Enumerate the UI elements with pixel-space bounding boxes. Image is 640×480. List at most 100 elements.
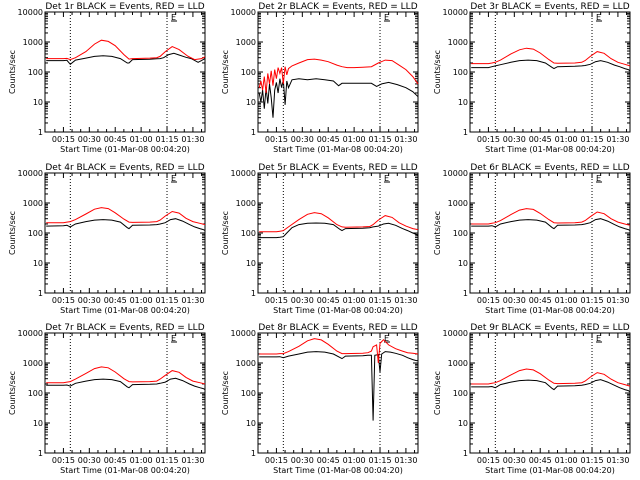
y-tick-label: 1 xyxy=(463,449,468,458)
y-tick-label: 10000 xyxy=(231,329,256,338)
events-series-line xyxy=(259,222,419,239)
y-tick-label: 1000 xyxy=(448,199,468,208)
panel-title: Det 7r BLACK = Events, RED = LLD xyxy=(45,323,204,333)
lld-series-line xyxy=(258,58,419,94)
x-axis-label: Start Time (01-Mar-08 00:04:20) xyxy=(485,145,615,154)
y-tick-label: 100 xyxy=(28,68,43,77)
y-tick-label: 1000 xyxy=(448,38,468,47)
y-tick-label: 10 xyxy=(246,419,256,428)
x-tick-label: 01:30 xyxy=(394,135,417,144)
x-tick-label: 01:15 xyxy=(155,296,178,305)
y-tick-label: 1 xyxy=(463,128,468,137)
y-tick-label: 10000 xyxy=(443,329,468,338)
event-marker-label: E xyxy=(596,334,601,343)
x-tick-label: 00:45 xyxy=(317,456,340,465)
event-marker-label: E xyxy=(171,13,176,22)
events-series-line xyxy=(471,379,631,393)
x-tick-label: 00:45 xyxy=(529,135,552,144)
y-tick-label: 1000 xyxy=(236,38,256,47)
y-tick-label: 1000 xyxy=(23,38,43,47)
panel-title: Det 8r BLACK = Events, RED = LLD xyxy=(258,323,417,333)
x-tick-label: 01:15 xyxy=(368,296,391,305)
x-tick-label: 01:15 xyxy=(580,456,603,465)
y-tick-label: 10 xyxy=(33,259,43,268)
x-tick-label: 00:30 xyxy=(503,135,526,144)
lld-series-line xyxy=(259,338,419,364)
panel-title: Det 5r BLACK = Events, RED = LLD xyxy=(258,163,417,173)
y-tick-label: 10 xyxy=(33,98,43,107)
x-tick-label: 00:30 xyxy=(78,456,101,465)
y-axis-label: Counts/sec xyxy=(433,50,442,94)
x-tick-label: 00:15 xyxy=(477,135,500,144)
y-tick-label: 100 xyxy=(28,229,43,238)
x-axis-label: Start Time (01-Mar-08 00:04:20) xyxy=(273,306,403,315)
x-axis-label: Start Time (01-Mar-08 00:04:20) xyxy=(60,306,190,315)
y-tick-label: 10 xyxy=(246,98,256,107)
y-tick-label: 1000 xyxy=(23,359,43,368)
lld-series-line xyxy=(471,208,631,226)
panel-title: Det 3r BLACK = Events, RED = LLD xyxy=(470,2,629,12)
x-tick-label: 01:30 xyxy=(606,135,629,144)
x-axis-label: Start Time (01-Mar-08 00:04:20) xyxy=(273,466,403,475)
x-tick-label: 01:15 xyxy=(155,456,178,465)
y-tick-label: 10000 xyxy=(231,8,256,17)
x-tick-label: 00:30 xyxy=(78,135,101,144)
y-tick-label: 10 xyxy=(458,259,468,268)
y-tick-label: 100 xyxy=(241,389,256,398)
x-tick-label: 01:30 xyxy=(606,456,629,465)
event-marker-label: E xyxy=(171,334,176,343)
x-tick-label: 00:15 xyxy=(265,296,288,305)
y-tick-label: 1 xyxy=(463,289,468,298)
y-tick-label: 10 xyxy=(458,98,468,107)
x-tick-label: 01:00 xyxy=(555,135,578,144)
y-axis-label: Counts/sec xyxy=(433,371,442,415)
x-tick-label: 00:45 xyxy=(529,456,552,465)
panel-title: Det 4r BLACK = Events, RED = LLD xyxy=(45,163,204,173)
x-tick-label: 00:15 xyxy=(52,135,75,144)
y-tick-label: 10000 xyxy=(231,169,256,178)
x-tick-label: 01:15 xyxy=(580,135,603,144)
panel-title: Det 6r BLACK = Events, RED = LLD xyxy=(470,163,629,173)
x-tick-label: 00:15 xyxy=(477,456,500,465)
x-tick-label: 00:30 xyxy=(503,296,526,305)
x-tick-label: 01:00 xyxy=(130,296,153,305)
y-tick-label: 1000 xyxy=(236,199,256,208)
x-tick-label: 01:30 xyxy=(394,296,417,305)
y-tick-label: 100 xyxy=(453,229,468,238)
x-axis-label: Start Time (01-Mar-08 00:04:20) xyxy=(485,306,615,315)
events-series-line xyxy=(471,218,631,232)
x-axis-label: Start Time (01-Mar-08 00:04:20) xyxy=(60,466,190,475)
x-tick-label: 01:00 xyxy=(343,296,366,305)
y-axis-label: Counts/sec xyxy=(8,211,17,255)
y-tick-label: 10 xyxy=(458,419,468,428)
event-marker-label: E xyxy=(384,174,389,183)
x-tick-label: 01:00 xyxy=(130,135,153,144)
events-series-line xyxy=(471,59,631,72)
event-marker-label: E xyxy=(384,334,389,343)
x-tick-label: 01:30 xyxy=(181,296,204,305)
x-tick-label: 00:45 xyxy=(104,135,127,144)
x-tick-label: 01:30 xyxy=(606,296,629,305)
x-tick-label: 01:00 xyxy=(343,135,366,144)
x-axis-label: Start Time (01-Mar-08 00:04:20) xyxy=(485,466,615,475)
x-tick-label: 01:00 xyxy=(130,456,153,465)
y-tick-label: 100 xyxy=(241,68,256,77)
y-tick-label: 100 xyxy=(453,389,468,398)
x-tick-label: 00:30 xyxy=(291,456,314,465)
x-tick-label: 01:15 xyxy=(155,135,178,144)
x-tick-label: 00:30 xyxy=(78,296,101,305)
x-tick-label: 01:00 xyxy=(555,296,578,305)
y-axis-label: Counts/sec xyxy=(221,50,230,94)
y-tick-label: 10000 xyxy=(443,169,468,178)
x-axis-label: Start Time (01-Mar-08 00:04:20) xyxy=(60,145,190,154)
panel-title: Det 2r BLACK = Events, RED = LLD xyxy=(258,2,417,12)
x-tick-label: 00:45 xyxy=(529,296,552,305)
